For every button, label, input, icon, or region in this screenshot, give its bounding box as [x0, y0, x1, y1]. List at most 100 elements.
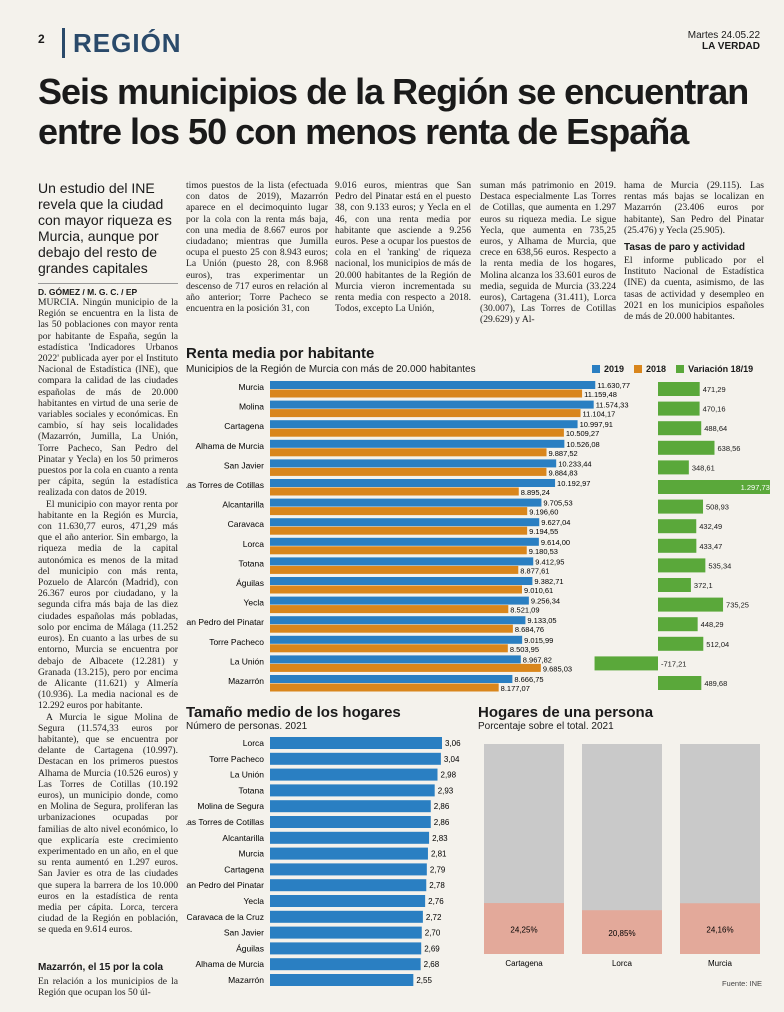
headline: Seis municipios de la Región se encuentr… [38, 71, 749, 152]
chart2-subtitle: Número de personas. 2021 [186, 721, 308, 732]
bar-2019 [270, 537, 539, 546]
bar-household-size [270, 800, 431, 813]
label-2018: 9.180,53 [529, 547, 558, 556]
label-2018: 11.159,48 [584, 390, 617, 399]
section-title: REGIÓN [62, 28, 182, 58]
bar-2019 [270, 381, 596, 389]
bar-2019 [270, 400, 594, 409]
chart1-subtitle: Municipios de la Región de Murcia con má… [186, 364, 476, 375]
label-2019: 9.382,71 [534, 577, 563, 586]
bar-household-size [270, 926, 422, 939]
label-2018: 8.877,61 [520, 566, 549, 575]
category-label: Mazarrón [228, 676, 264, 686]
category-label: Yecla [244, 598, 265, 608]
bar-variation [658, 440, 715, 455]
value-label: 2,68 [424, 960, 440, 969]
value-label: 2,83 [432, 834, 448, 843]
bar-variation [658, 636, 704, 651]
label-2018: 8.503,95 [510, 645, 539, 654]
label-2019: 10.526,08 [566, 440, 599, 449]
bar-2018 [270, 389, 583, 398]
category-label: San Pedro del Pinatar [186, 880, 264, 890]
bar-household-size [270, 768, 438, 781]
page-number: 2 [38, 32, 45, 46]
bar-household-size [270, 863, 427, 876]
label-2019: 11.630,77 [597, 381, 630, 390]
value-label: 2,93 [438, 786, 454, 795]
paragraph: A Murcia le sigue Molina de Segura (11.5… [38, 711, 178, 936]
label-2019: 8.967,82 [523, 655, 552, 664]
bar-household-size [270, 816, 431, 828]
legend-item-2019: 2019 [592, 364, 624, 374]
category-label: Cartagena [224, 421, 264, 431]
legend-label: 2019 [604, 364, 625, 374]
label-2019: 9.705,53 [543, 499, 572, 508]
byline: D. GÓMEZ / M. G. C. / EP [38, 283, 178, 297]
category-label: Torre Pacheco [209, 754, 264, 764]
category-label: Torre Pacheco [209, 637, 264, 647]
category-label: Alhama de Murcia [195, 959, 264, 969]
category-label: Lorca [612, 959, 633, 968]
category-label: San Pedro del Pinatar [186, 617, 264, 627]
bar-2018 [270, 546, 527, 555]
bar-variation [658, 597, 724, 612]
bar-household-size [270, 784, 435, 797]
bar-2018 [270, 487, 519, 496]
bar-variation [658, 617, 698, 632]
value-label: 2,70 [425, 929, 441, 938]
label-2018: 8.177,07 [501, 684, 530, 693]
category-label: Alcantarilla [222, 833, 264, 843]
subtitle: Un estudio del INE revela que la ciudad … [38, 180, 172, 276]
chart3-unipersonales: 24,25% Cartagena 20,85% Lorca 24,16% Murcia Fu… [484, 744, 762, 988]
bar-2018 [270, 663, 541, 672]
bar-2019 [270, 498, 542, 507]
bar-2019 [270, 420, 578, 429]
bar-2019 [270, 616, 526, 625]
value-label: 2,86 [434, 802, 450, 811]
category-label: Lorca [243, 539, 265, 549]
bar-2019 [270, 635, 523, 644]
label-2019: 10.192,97 [557, 479, 590, 488]
category-label: San Javier [224, 460, 264, 470]
value-label: 20,85% [608, 929, 635, 938]
category-label: Murcia [708, 959, 733, 968]
bar-2019 [270, 596, 529, 605]
bar-household-size [270, 958, 421, 971]
bar-2018 [270, 683, 499, 692]
label-variation: 488,64 [704, 424, 727, 433]
category-label: La Unión [230, 770, 264, 780]
legend-label: Variación 18/19 [688, 364, 754, 374]
category-label: Murcia [238, 382, 264, 392]
bar-2019 [270, 479, 556, 487]
label-variation: 512,04 [706, 640, 729, 649]
value-label: 2,81 [431, 850, 447, 859]
category-label: Caravaca de la Cruz [187, 912, 264, 922]
bar-2019 [270, 655, 521, 664]
category-label: Caravaca [228, 519, 265, 529]
category-label: San Javier [224, 928, 264, 938]
category-label: Totana [238, 785, 264, 795]
label-2018: 8.895,24 [521, 488, 550, 497]
bar-household-size [270, 879, 427, 892]
bar-2018 [270, 526, 528, 535]
bar-household-size [270, 910, 423, 923]
paragraph: MURCIA. Ningún municipio de la Región se… [38, 297, 178, 499]
chart3-subtitle: Porcentaje sobre el total. 2021 [478, 721, 614, 732]
chart1-legend: 2019 2018 Variación 18/19 [592, 364, 753, 374]
paragraph: El municipio con mayor renta por habitan… [38, 498, 178, 712]
value-label: 2,98 [441, 771, 457, 780]
label-variation: -717,21 [661, 659, 686, 668]
bar-2019 [270, 459, 557, 468]
bar-variation [658, 460, 689, 475]
bar-household-size [270, 831, 430, 844]
value-label: 2,79 [430, 865, 446, 874]
chart2-title: Tamaño medio de los hogares [186, 704, 401, 721]
label-2018: 9.884,83 [548, 468, 577, 477]
bar-2018 [270, 428, 564, 437]
category-label: Mazarrón [228, 975, 264, 985]
label-variation: 471,29 [703, 385, 726, 394]
label-2018: 9.685,03 [543, 664, 572, 673]
label-variation: 433,47 [699, 542, 722, 551]
article-col1: MURCIA. Ningún municipio de la Región se… [38, 297, 178, 936]
bar-variation [594, 656, 658, 671]
